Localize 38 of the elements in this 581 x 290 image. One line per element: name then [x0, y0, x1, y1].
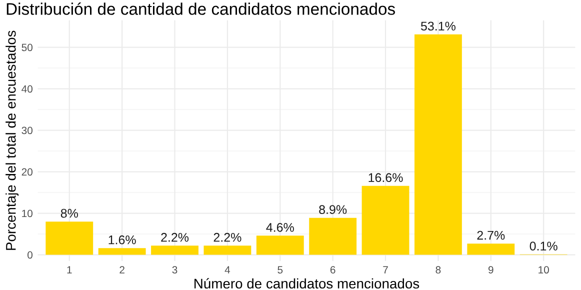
data-label: 4.6% [266, 222, 294, 232]
bar [151, 246, 198, 255]
x-tick-label: 7 [383, 266, 388, 274]
data-label: 8.9% [319, 205, 347, 214]
y-tick-label: 0 [28, 251, 32, 259]
y-tick-label: 20 [22, 168, 32, 176]
data-label: 2.2% [214, 232, 242, 242]
x-tick-label: 2 [120, 266, 124, 274]
x-tick-label: 5 [278, 266, 283, 274]
bar [98, 248, 146, 255]
data-label: 16.6% [368, 173, 403, 182]
x-tick-label: 10 [538, 266, 549, 274]
data-label: 53.1% [420, 22, 456, 31]
y-tick-label: 50 [22, 44, 32, 52]
x-tick-label: 9 [488, 266, 494, 274]
x-tick-label: 6 [330, 266, 336, 274]
bar [256, 236, 304, 255]
x-tick-label: 4 [224, 266, 230, 274]
bar [362, 186, 410, 255]
bar [204, 246, 252, 255]
y-tick-label: 10 [22, 210, 32, 218]
y-axis-title: Porcentaje del total de encuestados [6, 30, 19, 250]
x-tick-label: 1 [67, 266, 72, 274]
y-tick-label: 30 [22, 126, 32, 134]
data-label: 1.6% [108, 235, 136, 244]
x-tick-label: 8 [436, 266, 441, 274]
data-label: 2.2% [161, 232, 189, 242]
bar [414, 34, 462, 255]
bar [467, 244, 515, 255]
x-axis-title: Número de candidatos mencionados [194, 278, 420, 289]
data-label: 8% [60, 208, 78, 218]
data-label: 2.7% [477, 230, 505, 240]
x-tick-label: 3 [172, 266, 178, 274]
bar [46, 222, 94, 255]
data-label: 0.1% [530, 242, 558, 250]
bar [309, 218, 357, 255]
chart-title: Distribución de cantidad de candidatos mencionados [6, 2, 395, 15]
y-tick-label: 40 [22, 85, 32, 93]
